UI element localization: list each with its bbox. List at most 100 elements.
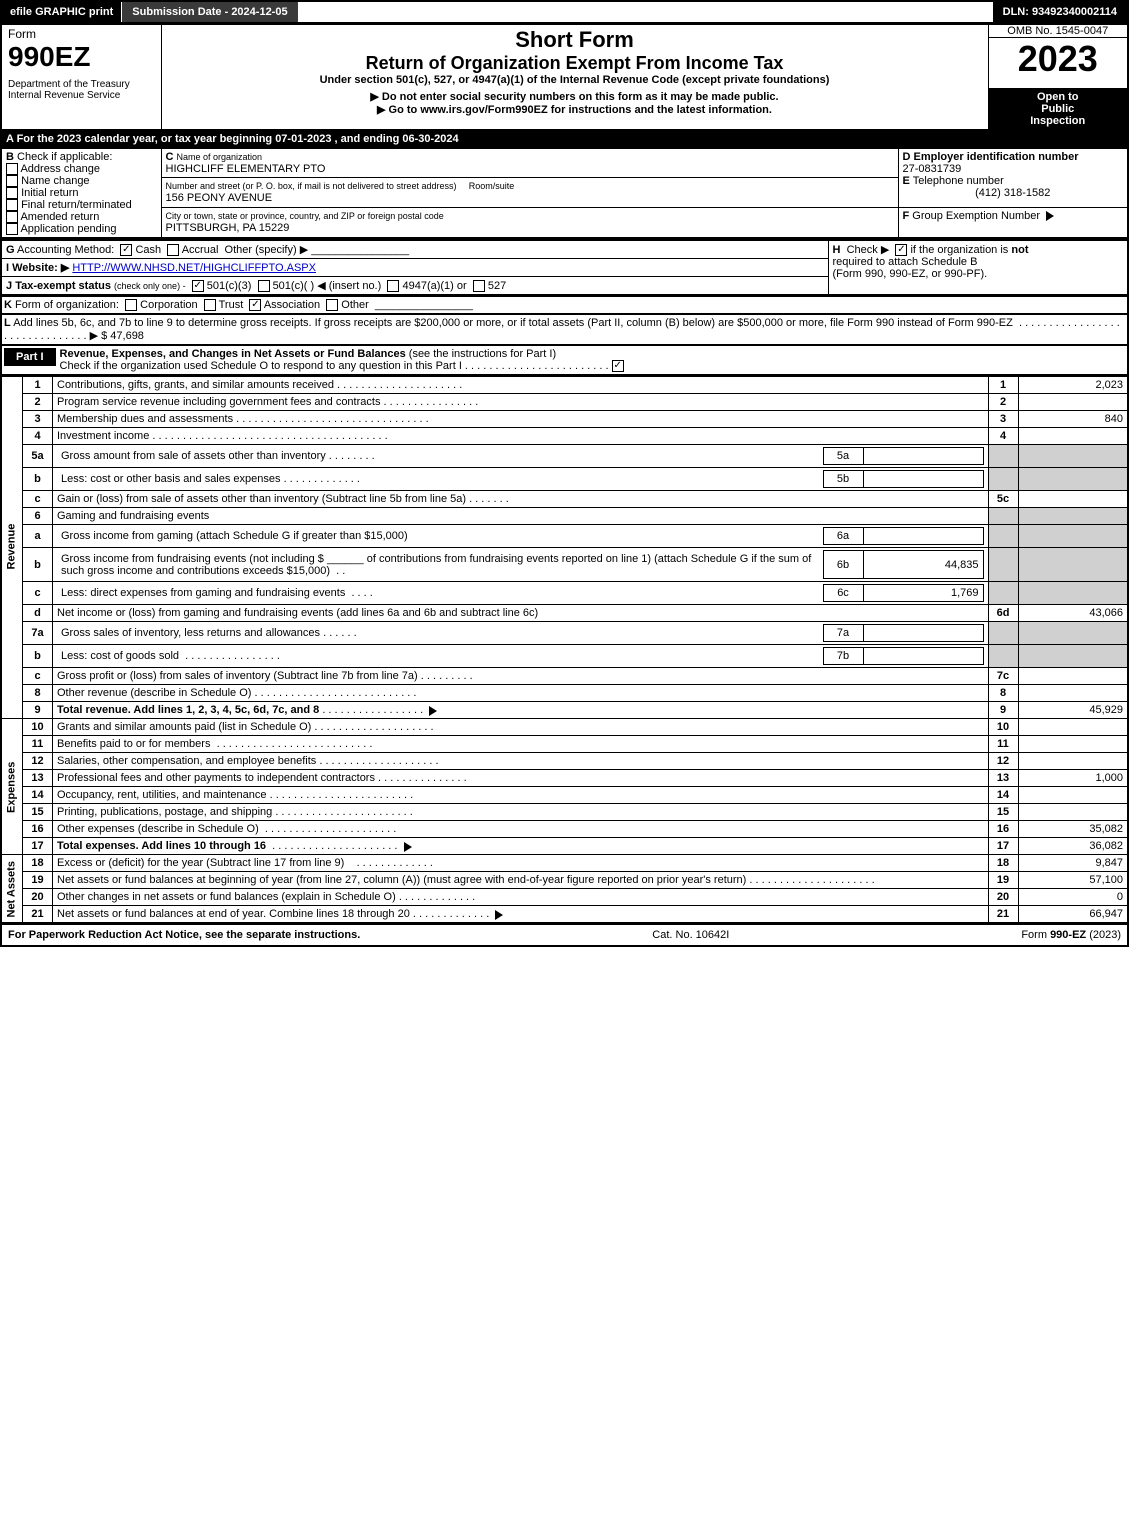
telephone-value: (412) 318-1582 bbox=[903, 187, 1124, 199]
ln19-text: Net assets or fund balances at beginning… bbox=[53, 872, 989, 889]
ln3-num: 3 bbox=[23, 411, 53, 428]
ln6d-text: Net income or (loss) from gaming and fun… bbox=[53, 605, 989, 622]
checkbox-other-org[interactable] bbox=[326, 299, 338, 311]
e-text: Telephone number bbox=[913, 175, 1004, 187]
ln3-text: Membership dues and assessments . . . . … bbox=[53, 411, 989, 428]
h-check-text: Check ▶ bbox=[847, 244, 890, 256]
d-label: D bbox=[903, 151, 911, 163]
ln7c-amt bbox=[1018, 668, 1128, 685]
footer-mid: Cat. No. 10642I bbox=[652, 929, 729, 941]
opt-501c3: 501(c)(3) bbox=[207, 280, 252, 292]
f-label: F bbox=[903, 210, 910, 222]
efile-print-button[interactable]: efile GRAPHIC print bbox=[2, 2, 122, 22]
website-link[interactable]: HTTP://WWW.NHSD.NET/HIGHCLIFFPTO.ASPX bbox=[72, 262, 316, 274]
l-value: 47,698 bbox=[110, 330, 144, 342]
street-label: Number and street (or P. O. box, if mail… bbox=[166, 181, 457, 191]
ln1-num: 1 bbox=[23, 376, 53, 394]
l-arrow: ▶ $ bbox=[90, 330, 108, 342]
dept-treasury: Department of the Treasury bbox=[8, 79, 155, 90]
ln6b-num: b bbox=[23, 548, 53, 582]
ln4-amt bbox=[1018, 428, 1128, 445]
top-bar: efile GRAPHIC print Submission Date - 20… bbox=[0, 0, 1129, 24]
h-label: H bbox=[833, 244, 841, 256]
ln14-line: 14 bbox=[988, 787, 1018, 804]
checkbox-accrual[interactable] bbox=[167, 244, 179, 256]
checkbox-527[interactable] bbox=[473, 280, 485, 292]
checkbox-amended-return[interactable] bbox=[6, 211, 18, 223]
ln5c-text: Gain or (loss) from sale of assets other… bbox=[53, 491, 989, 508]
ln20-num: 20 bbox=[23, 889, 53, 906]
ln1-text: Contributions, gifts, grants, and simila… bbox=[53, 376, 989, 394]
arrow-icon bbox=[429, 706, 437, 716]
opt-name-change: Name change bbox=[21, 175, 90, 187]
checkbox-4947[interactable] bbox=[387, 280, 399, 292]
checkbox-501c3[interactable]: ✓ bbox=[192, 280, 204, 292]
ln9-amt: 45,929 bbox=[1018, 702, 1128, 719]
opt-accrual: Accrual bbox=[182, 244, 219, 256]
ln1-line: 1 bbox=[988, 376, 1018, 394]
checkbox-schedule-b[interactable]: ✓ bbox=[895, 244, 907, 256]
ln3-line: 3 bbox=[988, 411, 1018, 428]
ln6d-num: d bbox=[23, 605, 53, 622]
submission-date-label: Submission Date - 2024-12-05 bbox=[122, 2, 297, 22]
ln20-text: Other changes in net assets or fund bala… bbox=[53, 889, 989, 906]
opt-cash: Cash bbox=[135, 244, 161, 256]
ln14-amt bbox=[1018, 787, 1128, 804]
part-1-table: Revenue 1 Contributions, gifts, grants, … bbox=[0, 375, 1129, 924]
ln5b-num: b bbox=[23, 468, 53, 491]
ein-value: 27-0831739 bbox=[903, 163, 962, 175]
c-name-label: Name of organization bbox=[177, 152, 263, 162]
ln6c-gray2 bbox=[1018, 582, 1128, 605]
city-label: City or town, state or province, country… bbox=[166, 211, 444, 221]
ln5a-gray bbox=[988, 445, 1018, 468]
checkbox-final-return[interactable] bbox=[6, 199, 18, 211]
title-under-section: Under section 501(c), 527, or 4947(a)(1)… bbox=[168, 74, 982, 86]
b-text: Check if applicable: bbox=[17, 151, 112, 163]
ln5c-amt bbox=[1018, 491, 1128, 508]
ln19-amt: 57,100 bbox=[1018, 872, 1128, 889]
ln6b-gray2 bbox=[1018, 548, 1128, 582]
opt-501c: 501(c)( bbox=[273, 280, 308, 292]
checkbox-trust[interactable] bbox=[204, 299, 216, 311]
ln7a-gray bbox=[988, 622, 1018, 645]
ln6c-inner-amt: 1,769 bbox=[863, 585, 983, 602]
page-footer: For Paperwork Reduction Act Notice, see … bbox=[0, 924, 1129, 947]
ln6-gray2 bbox=[1018, 508, 1128, 525]
checkbox-501c[interactable] bbox=[258, 280, 270, 292]
l-text: Add lines 5b, 6c, and 7b to line 9 to de… bbox=[13, 317, 1013, 329]
ln2-amt bbox=[1018, 394, 1128, 411]
checkbox-initial-return[interactable] bbox=[6, 187, 18, 199]
ln9-text: Total revenue. Add lines 1, 2, 3, 4, 5c,… bbox=[53, 702, 989, 719]
omb-number: OMB No. 1545-0047 bbox=[989, 25, 1128, 38]
checkbox-corporation[interactable] bbox=[125, 299, 137, 311]
b-label: B bbox=[6, 151, 14, 163]
ln10-amt bbox=[1018, 719, 1128, 736]
ln3-amt: 840 bbox=[1018, 411, 1128, 428]
ln16-line: 16 bbox=[988, 821, 1018, 838]
ln15-num: 15 bbox=[23, 804, 53, 821]
checkbox-association[interactable]: ✓ bbox=[249, 299, 261, 311]
ln6b-inner-label: 6b bbox=[823, 551, 863, 579]
ln12-num: 12 bbox=[23, 753, 53, 770]
e-label: E bbox=[903, 175, 910, 187]
l-row: L Add lines 5b, 6c, and 7b to line 9 to … bbox=[0, 314, 1129, 345]
ln6a-gray bbox=[988, 525, 1018, 548]
footer-right: Form 990-EZ (2023) bbox=[1021, 929, 1121, 941]
opt-address-change: Address change bbox=[20, 163, 100, 175]
ln2-num: 2 bbox=[23, 394, 53, 411]
ln15-line: 15 bbox=[988, 804, 1018, 821]
checkbox-schedule-o[interactable]: ✓ bbox=[612, 360, 624, 372]
title-short-form: Short Form bbox=[168, 27, 982, 53]
opt-other-specify: Other (specify) ▶ bbox=[225, 244, 309, 256]
checkbox-address-change[interactable] bbox=[6, 163, 18, 175]
opt-insert-no: ) ◀ (insert no.) bbox=[310, 280, 381, 292]
checkbox-application-pending[interactable] bbox=[6, 223, 18, 235]
ln6a-text: Gross income from gaming (attach Schedul… bbox=[53, 525, 989, 548]
irs-label: Internal Revenue Service bbox=[8, 90, 155, 101]
checkbox-cash[interactable]: ✓ bbox=[120, 244, 132, 256]
ln6a-inner-amt bbox=[863, 528, 983, 545]
entity-info-block: B Check if applicable: Address change Na… bbox=[0, 147, 1129, 240]
ln12-amt bbox=[1018, 753, 1128, 770]
checkbox-name-change[interactable] bbox=[6, 175, 18, 187]
ln10-num: 10 bbox=[23, 719, 53, 736]
